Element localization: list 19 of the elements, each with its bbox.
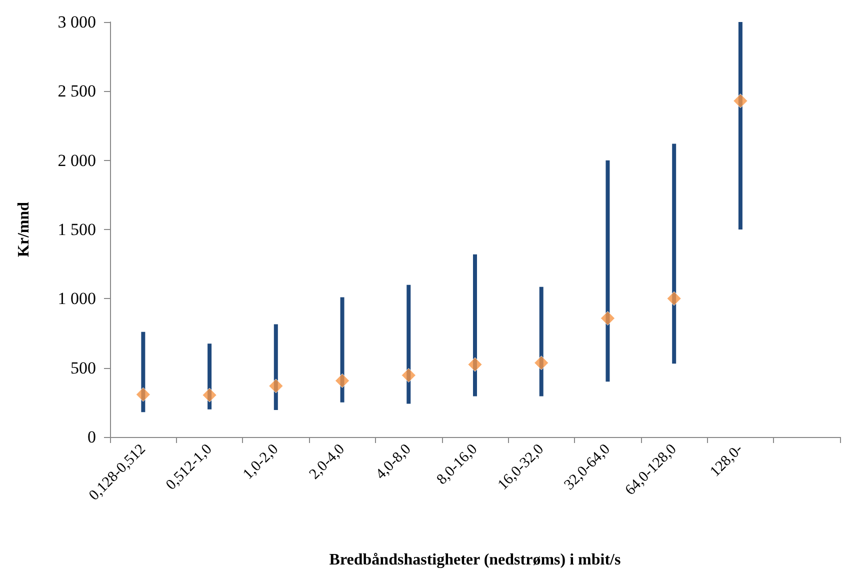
point	[268, 378, 284, 394]
y-tick-label: 3 000	[58, 12, 96, 32]
point	[202, 388, 217, 402]
y-tick-label: 2 500	[58, 82, 96, 101]
y-tick-label: 1 000	[58, 289, 96, 308]
point	[600, 311, 615, 326]
y-tick-label: 2 000	[58, 150, 96, 170]
point	[401, 368, 416, 383]
point	[468, 357, 482, 372]
y-axis-title: Kr/mnd	[16, 202, 32, 258]
y-tick-label: 500	[70, 358, 96, 378]
x-axis-title: Bredbåndshastigheter (nedstrøms) i mbit/s	[329, 552, 621, 568]
point	[136, 387, 150, 402]
y-tick-label: 0	[88, 428, 96, 446]
y-tick-label: 1 500	[58, 220, 96, 239]
point	[534, 356, 549, 370]
point	[666, 291, 682, 306]
point	[335, 373, 350, 388]
point	[733, 94, 748, 108]
